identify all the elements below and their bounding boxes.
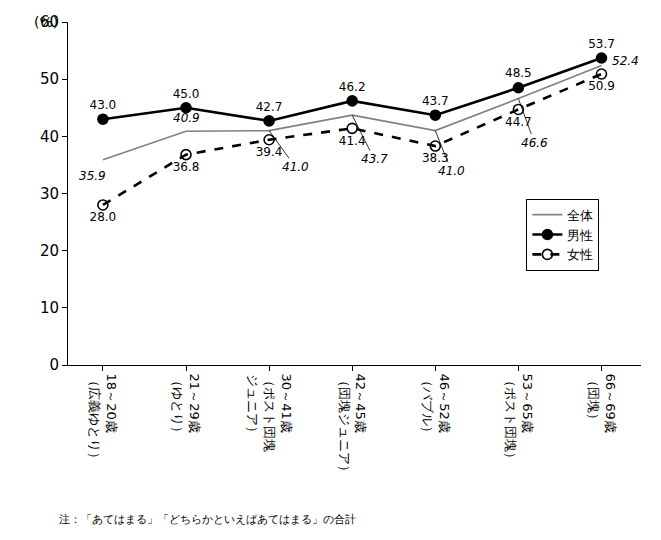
svg-text:0: 0 bbox=[49, 356, 59, 374]
svg-text:30: 30 bbox=[40, 185, 59, 203]
svg-text:60: 60 bbox=[40, 13, 59, 31]
svg-text:46.2: 46.2 bbox=[339, 80, 366, 94]
svg-text:40: 40 bbox=[40, 128, 59, 146]
svg-text:全体: 全体 bbox=[567, 208, 593, 223]
svg-text:男性: 男性 bbox=[567, 228, 593, 243]
svg-text:50: 50 bbox=[40, 70, 59, 88]
svg-text:35.9: 35.9 bbox=[79, 169, 106, 183]
svg-text:46～52歳（バブル）: 46～52歳（バブル） bbox=[420, 374, 452, 439]
svg-text:52.4: 52.4 bbox=[612, 54, 639, 68]
svg-text:28.0: 28.0 bbox=[90, 210, 117, 224]
svg-text:21～29歳（ゆとり）: 21～29歳（ゆとり） bbox=[170, 374, 202, 439]
svg-text:50.9: 50.9 bbox=[588, 79, 615, 93]
svg-text:10: 10 bbox=[40, 299, 59, 317]
svg-text:42～45歳（団塊ジュニア）: 42～45歳（団塊ジュニア） bbox=[337, 374, 369, 478]
svg-text:41.0: 41.0 bbox=[282, 160, 309, 174]
svg-text:38.3: 38.3 bbox=[422, 151, 449, 165]
svg-text:36.8: 36.8 bbox=[173, 160, 200, 174]
svg-text:48.5: 48.5 bbox=[505, 66, 532, 80]
svg-text:39.4: 39.4 bbox=[256, 145, 283, 159]
svg-text:43.7: 43.7 bbox=[361, 152, 388, 166]
svg-text:41.4: 41.4 bbox=[339, 134, 366, 148]
svg-text:66～69歳（団塊）: 66～69歳（団塊） bbox=[586, 374, 618, 433]
svg-text:53～65歳（ポスト団塊）: 53～65歳（ポスト団塊） bbox=[503, 374, 535, 465]
svg-text:42.7: 42.7 bbox=[256, 100, 283, 114]
svg-text:43.0: 43.0 bbox=[90, 98, 117, 112]
svg-text:20: 20 bbox=[40, 242, 59, 260]
svg-text:注：「あてはまる」「どちらかといえばあてはまる」の合計: 注：「あてはまる」「どちらかといえばあてはまる」の合計 bbox=[59, 513, 356, 526]
svg-text:30～41歳（ポスト団塊ジュニア）: 30～41歳（ポスト団塊ジュニア） bbox=[245, 374, 294, 452]
svg-text:44.7: 44.7 bbox=[505, 115, 532, 129]
svg-text:41.0: 41.0 bbox=[438, 164, 465, 178]
svg-text:46.6: 46.6 bbox=[521, 136, 548, 150]
svg-text:45.0: 45.0 bbox=[173, 87, 200, 101]
svg-text:18～20歳（広義ゆとり）: 18～20歳（広義ゆとり） bbox=[87, 374, 119, 465]
svg-text:女性: 女性 bbox=[567, 247, 593, 262]
svg-text:(%): (%) bbox=[34, 14, 58, 30]
svg-text:43.7: 43.7 bbox=[422, 94, 449, 108]
svg-text:53.7: 53.7 bbox=[588, 37, 615, 51]
svg-text:40.9: 40.9 bbox=[173, 111, 200, 125]
